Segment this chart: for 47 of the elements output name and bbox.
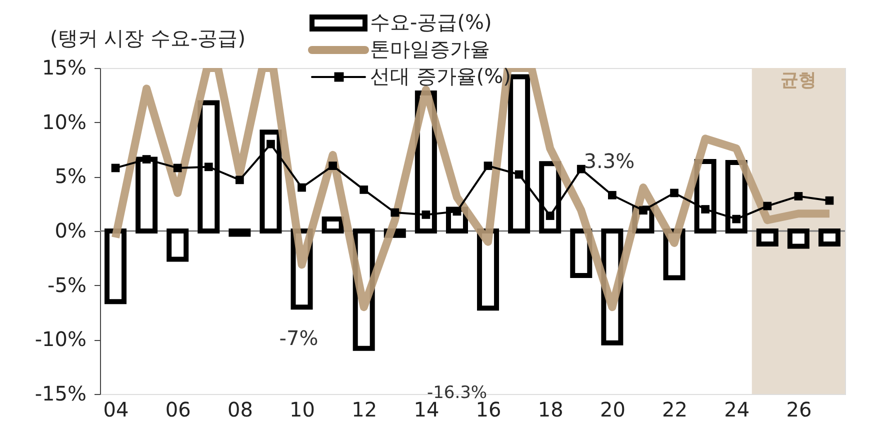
point bbox=[484, 162, 492, 170]
y-tick-label: 15% bbox=[42, 56, 86, 80]
point bbox=[825, 196, 834, 205]
point bbox=[452, 207, 462, 216]
y-tick-label: -5% bbox=[48, 272, 86, 297]
y-tick-label: 10% bbox=[42, 110, 86, 134]
y-tick-label: 0% bbox=[54, 218, 86, 242]
y-tick-label: -15% bbox=[34, 382, 86, 406]
point bbox=[328, 162, 337, 170]
point bbox=[608, 190, 616, 200]
point bbox=[111, 164, 120, 172]
point bbox=[514, 170, 524, 179]
y-tick-label: 5% bbox=[54, 164, 86, 188]
x-tick-label: 10 bbox=[290, 398, 315, 422]
point bbox=[173, 164, 182, 172]
annotation: -7% bbox=[279, 326, 318, 350]
point bbox=[732, 214, 741, 224]
annotation: 3.3% bbox=[584, 149, 635, 174]
point bbox=[266, 140, 275, 148]
point bbox=[794, 192, 803, 200]
x-tick-label: 04 bbox=[103, 398, 129, 422]
point bbox=[701, 205, 710, 214]
point bbox=[360, 186, 368, 194]
chart-title: (탱커 시장 수요-공급) bbox=[50, 26, 246, 50]
point bbox=[142, 155, 151, 164]
x-tick-label: 06 bbox=[165, 398, 191, 422]
x-tick-label: 12 bbox=[352, 398, 378, 422]
x-tick-label: 26 bbox=[786, 398, 812, 422]
x-tick-label: 18 bbox=[538, 398, 564, 422]
point bbox=[236, 176, 244, 184]
point bbox=[670, 188, 678, 198]
legend-label: 톤마일증가율 bbox=[370, 37, 490, 61]
legend-label: 수요-공급(%) bbox=[370, 10, 492, 34]
point bbox=[763, 202, 772, 210]
x-tick-label: 08 bbox=[227, 398, 253, 422]
band-label: 균형 bbox=[780, 70, 816, 91]
point bbox=[390, 208, 400, 217]
y-tick-label: -10% bbox=[34, 327, 86, 352]
x-tick-label: 22 bbox=[662, 398, 688, 422]
x-tick-label: 24 bbox=[724, 398, 750, 422]
point bbox=[546, 212, 554, 220]
point bbox=[204, 162, 213, 172]
point bbox=[576, 164, 586, 174]
x-tick-label: 20 bbox=[600, 398, 626, 422]
point bbox=[422, 210, 430, 219]
point bbox=[639, 206, 648, 215]
point bbox=[298, 183, 306, 192]
